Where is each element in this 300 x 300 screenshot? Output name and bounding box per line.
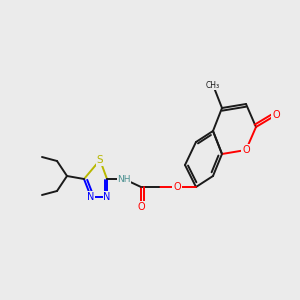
- Text: CH₃: CH₃: [206, 80, 220, 89]
- Text: S: S: [97, 155, 103, 165]
- Text: O: O: [173, 182, 181, 192]
- Text: O: O: [242, 145, 250, 155]
- Text: N: N: [87, 192, 95, 202]
- Text: O: O: [272, 110, 280, 120]
- Text: N: N: [103, 192, 111, 202]
- Text: NH: NH: [117, 175, 131, 184]
- Text: O: O: [137, 202, 145, 212]
